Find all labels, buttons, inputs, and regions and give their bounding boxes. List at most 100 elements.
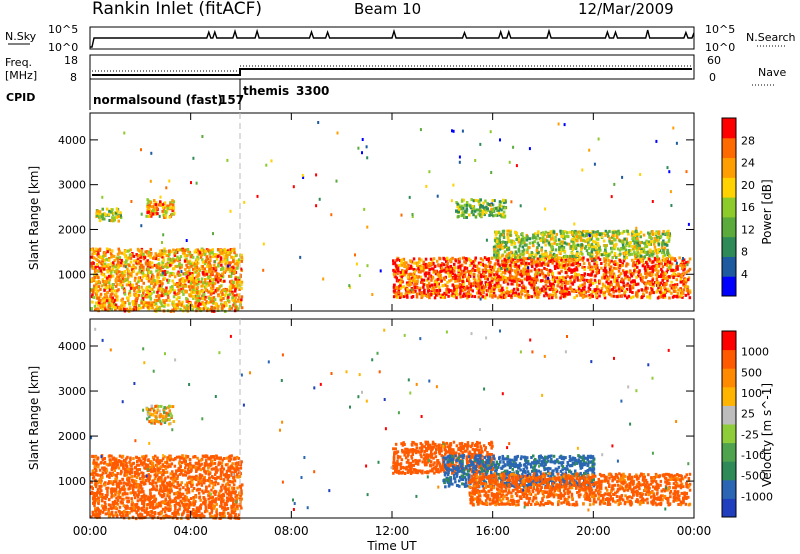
power-echo-cell [476,279,480,283]
power-echo-cell [467,275,470,279]
power-echo-cell [489,287,493,291]
power-echo-cell [557,238,561,242]
power-echo-cell [223,279,226,283]
power-echo-cell [571,240,575,243]
power-echo-cell [502,263,505,267]
power-echo-cell [148,260,151,264]
power-echo-cell [131,285,134,289]
power-echo-cell [166,206,169,210]
power-echo-cell [112,216,115,220]
power-echo-cell [418,257,421,261]
power-echo-cell [430,283,434,287]
power-echo-cell [575,262,578,266]
power-echo-cell [468,280,471,284]
power-echo-cell [205,272,208,276]
power-echo-cell [688,296,692,300]
power-echo-cell [203,267,206,271]
power-echo-cell [497,251,500,254]
power-echo-cell [392,272,396,276]
power-echo-cell [423,291,426,295]
noise-right-label: N.Search [746,31,796,44]
power-echo-cell [193,264,196,268]
power-echo-cell [664,260,667,263]
power-echo-cell [581,286,585,290]
power-echo-cell [189,262,193,266]
power-echo-cell [479,205,482,209]
power-echo-cell [211,270,214,274]
power-echo-cell [140,299,143,303]
power-echo-cell [472,206,476,210]
power-echo-cell [493,239,497,242]
power-echo-cell [233,251,236,255]
power-echo-cell [606,232,609,236]
power-echo-cell [154,212,158,216]
power-echo-cell [416,262,419,266]
velocity-echo-cell [123,491,127,495]
power-echo-cell [530,280,533,284]
noise-left-tick-top: 10^5 [48,23,78,36]
power-echo-cell [564,254,568,258]
power-echo-cell [146,208,149,212]
power-echo-cell [522,260,526,264]
power-echo-cell [461,129,464,133]
power-echo-cell [97,252,100,256]
power-echo-cell [484,270,487,274]
power-echo-cell [510,260,513,264]
power-echo-cell [512,264,515,268]
power-echo-cell [572,245,575,249]
power-echo-cell [230,280,233,284]
power-echo-cell [150,281,154,285]
power-echo-cell [126,299,130,303]
power-echo-cell [115,295,118,299]
power-echo-cell [152,275,155,278]
power-echo-cell [102,280,105,283]
power-echo-cell [563,294,566,298]
power-echo-cell [680,294,683,297]
power-echo-cell [670,274,674,278]
nave-trace [92,65,692,72]
power-echo-cell [131,283,134,287]
power-echo-cell [212,299,215,303]
power-echo-cell [173,275,177,279]
power-echo-cell [163,252,167,256]
power-echo-cell [655,139,658,143]
power-echo-cell [424,271,428,275]
power-echo-cell [525,263,529,267]
power-echo-cell [184,290,187,294]
power-echo-cell [635,235,639,238]
power-echo-cell [636,241,639,245]
power-echo-cell [639,241,642,245]
power-echo-cell [97,299,101,302]
power-echo-cell [163,302,167,306]
power-echo-cell [675,278,678,282]
velocity-echo-cell [168,498,172,502]
power-echo-cell [504,254,508,258]
power-echo-cell [543,233,546,236]
power-echo-cell [516,278,519,282]
power-echo-cell [117,275,121,279]
power-echo-cell [509,263,512,267]
power-echo-cell [221,267,224,271]
power-echo-cell [515,259,519,263]
power-echo-cell [591,270,595,274]
power-echo-cell [674,258,677,262]
power-echo-cell [676,267,679,271]
power-echo-cell [666,260,669,264]
power-echo-cell [636,262,639,266]
power-echo-cell [536,251,540,255]
power-echo-cell [674,289,677,293]
power-echo-cell [646,271,649,275]
power-echo-cell [594,291,598,295]
power-echo-cell [525,243,528,247]
power-echo-cell [615,282,619,286]
power-echo-cell [632,282,636,286]
power-echo-cell [500,204,503,208]
power-echo-cell [540,248,543,252]
power-echo-cell [587,279,591,283]
colorbar-tick-label: 16 [741,201,755,214]
power-echo-cell [147,206,150,210]
power-echo-cell [123,292,127,296]
power-echo-cell [523,241,526,245]
power-echo-cell [398,264,401,268]
power-echo-cell [118,256,122,260]
